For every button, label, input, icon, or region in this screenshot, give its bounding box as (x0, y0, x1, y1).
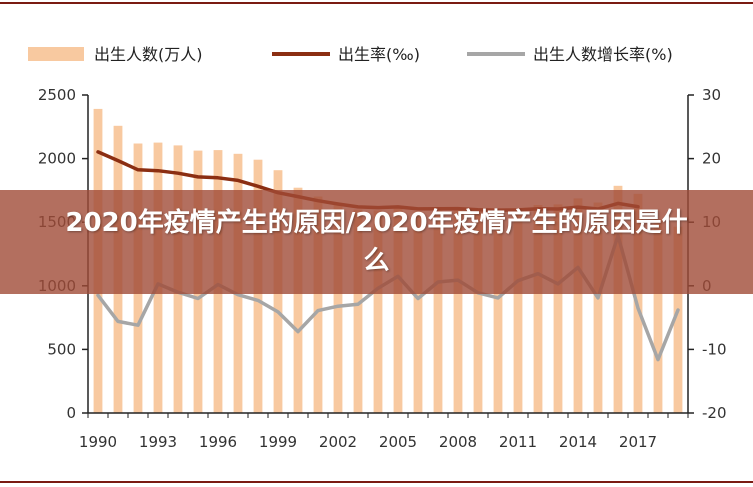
bar-2006 (413, 211, 423, 413)
title-banner: 2020年疫情产生的原因/2020年疫情产生的原因是什么 (0, 190, 753, 294)
banner-title: 2020年疫情产生的原因/2020年疫情产生的原因是什么 (65, 208, 688, 276)
bar-2019 (673, 226, 683, 413)
bar-2003 (353, 209, 363, 413)
y-left-tick-label: 2500 (38, 86, 76, 104)
y-right-tick-label: -10 (702, 340, 727, 358)
bar-2009 (473, 210, 483, 413)
bar-2014 (573, 198, 583, 413)
x-tick-label-2014: 2014 (559, 433, 597, 451)
bar-2008 (453, 208, 463, 413)
legend-label-growth-rate: 出生人数增长率(%) (533, 45, 673, 64)
legend-label-births: 出生人数(万人) (94, 45, 203, 64)
x-tick-label-2008: 2008 (439, 433, 477, 451)
x-tick-label-2011: 2011 (499, 433, 537, 451)
bar-2018 (653, 219, 663, 413)
legend: 出生人数(万人) 出生率(‰) 出生人数增长率(%) (28, 45, 673, 64)
legend-swatch-births (28, 47, 84, 61)
bar-2005 (393, 207, 403, 413)
bar-2016 (613, 185, 623, 413)
bar-2007 (433, 210, 443, 413)
x-tick-label-2017: 2017 (619, 433, 657, 451)
bar-2001 (313, 196, 323, 413)
legend-label-birth-rate: 出生率(‰) (338, 45, 420, 64)
x-tick-label-2002: 2002 (319, 433, 357, 451)
bar-2012 (533, 205, 543, 413)
bar-2010 (493, 210, 503, 413)
y-right-tick-label: -20 (702, 404, 727, 422)
bar-2015 (593, 202, 603, 413)
y-left-tick-label: 0 (66, 404, 76, 422)
bar-2013 (553, 204, 563, 413)
bar-2000 (293, 187, 303, 413)
x-tick-label-1993: 1993 (139, 433, 177, 451)
bar-2004 (373, 210, 383, 413)
x-tick-label-2005: 2005 (379, 433, 417, 451)
x-tick-label-1999: 1999 (259, 433, 297, 451)
x-tick-label-1990: 1990 (79, 433, 117, 451)
bar-2011 (513, 209, 523, 413)
x-tick-label-1996: 1996 (199, 433, 237, 451)
y-left-tick-label: 2000 (38, 150, 76, 168)
y-right-tick-label: 20 (702, 150, 721, 168)
bar-2002 (333, 203, 343, 413)
y-right-tick-label: 30 (702, 86, 721, 104)
y-left-tick-label: 500 (47, 340, 76, 358)
